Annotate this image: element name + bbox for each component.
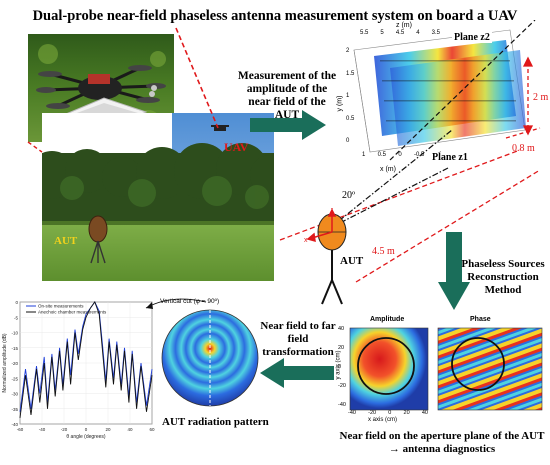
z-tick: 4 [416,30,420,36]
y-tick-label: -15 [11,346,18,351]
nf-y-tick: 40 [338,326,345,332]
x-axis-label: θ angle (degrees) [66,434,106,440]
amplitude-title: Amplitude [370,316,405,323]
measurement-grid-3d [353,20,536,161]
nf-y-tick: -20 [338,383,346,389]
aut-y-axis-letter: y [330,208,334,212]
x-tick-label: 0 [85,427,88,432]
y-tick: 2 [346,48,350,54]
x-tick: 0 [398,152,402,158]
legend-entry: On-site measurements [38,304,84,309]
y-tick: 0.5 [346,115,355,122]
nf-y-tick: -40 [338,402,346,408]
x-tick-label: -60 [17,427,24,432]
radiation-pattern-caption: AUT radiation pattern [162,416,269,428]
nf-y-tick: 0 [338,364,342,370]
arrow-left-3 [260,358,334,388]
aut-icon-label: AUT [340,255,364,267]
nf-x-tick: -20 [368,410,377,416]
legend-entry: Anechoic chamber measurements [38,310,107,315]
step3-text: Near field to far field transformation [260,320,336,358]
phase-title: Phase [470,316,491,323]
nf-x-tick: 20 [403,410,410,416]
x-tick-label: 40 [127,427,133,432]
field-photo [42,113,274,281]
aut-field-label: AUT [54,235,78,247]
y-axis-label: Normalized amplitude (dB) [2,333,8,393]
x-tick-label: 60 [149,427,155,432]
nf-x-tick: 0 [388,410,392,416]
dim-2m-label: 2 m [533,92,549,103]
grid-z-ticks: 5.5 5 4.5 4 3.5 [360,30,440,36]
x-tick: 0.5 [377,152,386,158]
arrow-right-1 [250,110,326,140]
nf-x-tick: 40 [421,410,428,416]
near-field-panels [349,327,543,411]
y-tick: 1 [346,93,350,99]
nf-y-ticks: 40 20 0 -20 -40 [338,326,346,408]
y-tick-label: -10 [11,331,18,336]
diagram-title: Dual-probe near-field phaseless antenna … [32,8,518,24]
near-field-caption: Near field on the aperture plane of the … [339,430,545,455]
y-tick-label: -25 [11,376,18,381]
aut-antenna-icon: y x [304,208,347,305]
grid-z-axis-label: z (m) [396,22,412,29]
z-tick: 5.5 [360,30,369,36]
dim-08m-label: 0.8 m [512,143,535,154]
x-tick: -0.5 [413,152,425,158]
aut-x-axis-letter: x [304,237,308,244]
arrow-down-2 [438,232,470,310]
nf-x-label: x axis (cm) [368,417,397,423]
y-tick: 1.5 [346,70,355,77]
nf-y-tick: 20 [338,345,345,351]
x-tick: 1 [362,152,366,158]
grid-x-axis-label: x (m) [380,166,396,173]
plane-z1-label: Plane z1 [430,152,470,163]
step1-text: Measurement of the amplitude of the near… [237,70,337,121]
far-field-pattern-disk [161,309,259,407]
series-line-2 [19,301,153,418]
z-tick: 4.5 [395,30,405,36]
y-tick-label: -35 [11,407,18,412]
x-tick-label: -20 [61,427,68,432]
y-tick-label: 0 [15,300,18,305]
dim-45m-label: 4.5 m [372,246,395,257]
y-tick-label: -30 [11,392,18,397]
z-tick: 3.5 [431,30,440,36]
radiation-pattern-chart: 0-5-10-15-20-25-30-35-40-60 -40 -20 0 20 40 60… [2,300,155,440]
vertical-cut-label: Vertical cut (φ = 90º) [160,298,220,305]
y-tick: 0 [346,138,350,144]
y-tick-label: -20 [11,361,18,366]
x-tick-label: -40 [39,427,46,432]
z-tick: 5 [380,30,384,36]
nf-x-ticks: -40 -20 0 20 40 [348,410,428,416]
plane-z2-label: Plane z2 [452,32,492,43]
nf-x-tick: -40 [348,410,356,416]
grid-y-ticks: 2 1.5 1 0.5 0 [346,48,354,144]
angle-20-label: 20º [342,190,356,201]
y-tick-label: -5 [14,315,18,320]
uav-label: UAV [224,140,249,154]
x-tick-label: 20 [105,427,111,432]
step2-text: Phaseless Sources Reconstruction Method [461,258,545,296]
y-tick-label: -40 [11,422,18,427]
